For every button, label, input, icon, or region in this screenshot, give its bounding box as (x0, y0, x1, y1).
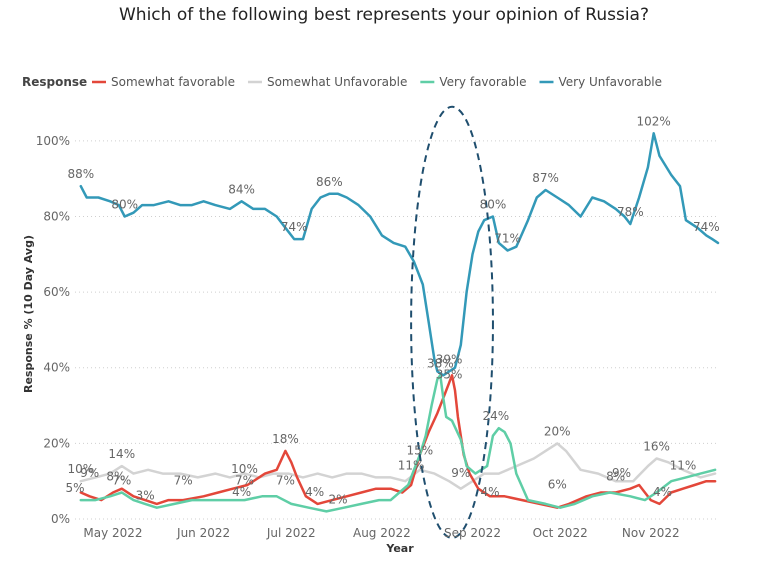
legend-item-label: Very favorable (439, 75, 526, 89)
x-tick-label: Jun 2022 (176, 526, 230, 540)
data-label: 78% (617, 205, 644, 219)
data-label: 9% (80, 466, 99, 480)
y-tick-label: 60% (43, 285, 70, 299)
series-line-somewhat-unfavorable (79, 442, 717, 490)
data-label: 15% (407, 443, 434, 457)
data-label: 5% (65, 481, 84, 495)
y-tick-label: 0% (51, 512, 70, 526)
y-tick-label: 100% (36, 134, 70, 148)
data-label: 16% (643, 439, 670, 453)
data-label: 9% (612, 466, 631, 480)
data-label: 102% (637, 114, 671, 128)
data-label: 7% (276, 474, 295, 488)
data-label: 6% (548, 477, 567, 491)
data-label: 24% (483, 409, 510, 423)
data-label: 7% (235, 474, 254, 488)
data-label: 39% (436, 353, 463, 367)
data-label: 74% (693, 220, 720, 234)
data-label: 74% (281, 220, 308, 234)
data-label: 11% (398, 458, 425, 472)
x-tick-label: Aug 2022 (353, 526, 411, 540)
y-tick-label: 80% (43, 209, 70, 223)
annotation-layer (410, 105, 494, 539)
data-label: 14% (108, 447, 135, 461)
data-label: 4% (305, 485, 324, 499)
series-line-very-unfavorable (79, 132, 720, 377)
axis-layer: 0% 20% 40% 60% 80% 100% May 2022 Jun 2022 Jul 20… (36, 134, 680, 540)
data-label: 87% (532, 171, 559, 185)
data-label: 38% (427, 356, 454, 370)
data-label: 11% (670, 458, 697, 472)
data-label: 2% (329, 492, 348, 506)
data-label: 71% (494, 231, 521, 245)
legend: Response Somewhat favorable Somewhat Unfa… (22, 75, 662, 89)
data-label: 3% (136, 489, 155, 503)
x-tick-label: May 2022 (83, 526, 142, 540)
data-label: 20% (544, 424, 571, 438)
data-label: 4% (481, 485, 500, 499)
series-layer (79, 132, 720, 513)
data-label: 80% (111, 197, 138, 211)
data-label: 35% (436, 368, 463, 382)
data-label: 10% (231, 462, 258, 476)
y-tick-label: 20% (43, 436, 70, 450)
data-label: 18% (272, 432, 299, 446)
data-label: 88% (68, 167, 95, 181)
chart-title: Which of the following best represents y… (119, 5, 649, 25)
legend-item-label: Somewhat Unfavorable (267, 75, 407, 89)
series-line-somewhat-favorable (79, 374, 717, 509)
x-tick-label: Jul 2022 (266, 526, 316, 540)
x-axis-label: Year (385, 542, 414, 555)
data-label: 86% (316, 175, 343, 189)
data-label: 4% (653, 485, 672, 499)
data-label: 10% (68, 462, 95, 476)
data-label: 8% (606, 470, 625, 484)
x-tick-label: Sep 2022 (444, 526, 501, 540)
highlight-ellipse (410, 105, 494, 539)
data-label: 8% (106, 470, 125, 484)
data-label: 7% (174, 474, 193, 488)
legend-item-label: Somewhat favorable (111, 75, 235, 89)
data-label: 7% (112, 474, 131, 488)
x-tick-label: Oct 2022 (533, 526, 588, 540)
series-line-very-favorable (79, 374, 717, 513)
y-tick-label: 40% (43, 361, 70, 375)
y-axis-label: Response % (10 Day Avg) (22, 235, 35, 393)
legend-item-label: Very Unfavorable (558, 75, 662, 89)
legend-title: Response (22, 75, 87, 89)
data-label: 4% (232, 485, 251, 499)
grid (75, 140, 718, 520)
data-label-layer: 10% 8% 3% 4% 18% 4% 35% 4% 8% 4% 9% 14% 10% 11% 9% 20% 9… (65, 114, 719, 506)
x-tick-label: Nov 2022 (622, 526, 680, 540)
data-label: 9% (451, 466, 470, 480)
data-label: 80% (480, 197, 507, 211)
data-label: 84% (228, 182, 255, 196)
